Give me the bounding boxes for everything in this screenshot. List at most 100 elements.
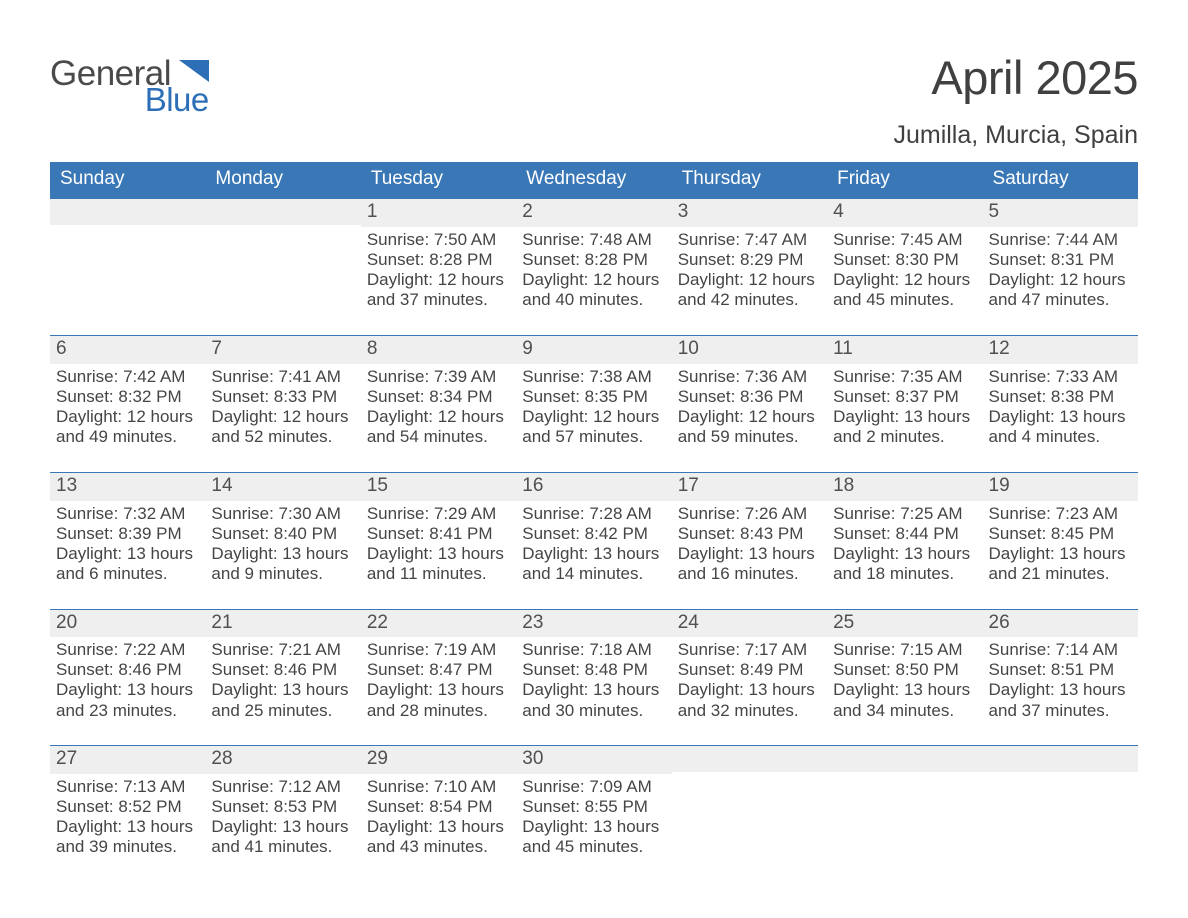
sunset-text: Sunset: 8:50 PM — [833, 660, 976, 680]
sunset-text: Sunset: 8:34 PM — [367, 387, 510, 407]
sunrise-text: Sunrise: 7:15 AM — [833, 640, 976, 660]
sunrise-text: Sunrise: 7:41 AM — [211, 367, 354, 387]
day-body: Sunrise: 7:41 AMSunset: 8:33 PMDaylight:… — [205, 364, 360, 472]
day-cell: 25Sunrise: 7:15 AMSunset: 8:50 PMDayligh… — [827, 610, 982, 746]
daylight-text: Daylight: 13 hours and 9 minutes. — [211, 544, 354, 584]
day-number — [672, 746, 827, 772]
day-body: Sunrise: 7:18 AMSunset: 8:48 PMDaylight:… — [516, 637, 671, 745]
daylight-text: Daylight: 13 hours and 25 minutes. — [211, 680, 354, 720]
sunrise-text: Sunrise: 7:26 AM — [678, 504, 821, 524]
week-row: 6Sunrise: 7:42 AMSunset: 8:32 PMDaylight… — [50, 335, 1138, 472]
sunset-text: Sunset: 8:28 PM — [522, 250, 665, 270]
location-subtitle: Jumilla, Murcia, Spain — [893, 120, 1138, 150]
week-row: 1Sunrise: 7:50 AMSunset: 8:28 PMDaylight… — [50, 199, 1138, 335]
sunrise-text: Sunrise: 7:10 AM — [367, 777, 510, 797]
day-body: Sunrise: 7:15 AMSunset: 8:50 PMDaylight:… — [827, 637, 982, 745]
week-row: 27Sunrise: 7:13 AMSunset: 8:52 PMDayligh… — [50, 745, 1138, 882]
daylight-text: Daylight: 13 hours and 16 minutes. — [678, 544, 821, 584]
day-body: Sunrise: 7:39 AMSunset: 8:34 PMDaylight:… — [361, 364, 516, 472]
day-number: 13 — [50, 473, 205, 501]
daylight-text: Daylight: 13 hours and 4 minutes. — [989, 407, 1132, 447]
sunrise-text: Sunrise: 7:32 AM — [56, 504, 199, 524]
day-number: 16 — [516, 473, 671, 501]
day-number — [50, 199, 205, 225]
weeks-container: 1Sunrise: 7:50 AMSunset: 8:28 PMDaylight… — [50, 199, 1138, 882]
daylight-text: Daylight: 13 hours and 39 minutes. — [56, 817, 199, 857]
day-body: Sunrise: 7:26 AMSunset: 8:43 PMDaylight:… — [672, 501, 827, 609]
day-cell: 13 Sunrise: 7:32 AMSunset: 8:39 PMDayligh… — [50, 473, 205, 609]
sunrise-text: Sunrise: 7:36 AM — [678, 367, 821, 387]
daylight-text: Daylight: 13 hours and 21 minutes. — [989, 544, 1132, 584]
day-body — [827, 772, 982, 880]
sunset-text: Sunset: 8:35 PM — [522, 387, 665, 407]
dow-tuesday: Tuesday — [361, 162, 516, 199]
day-cell: 4Sunrise: 7:45 AMSunset: 8:30 PMDaylight… — [827, 199, 982, 335]
day-body: Sunrise: 7:42 AMSunset: 8:32 PMDaylight:… — [50, 364, 205, 472]
dow-thursday: Thursday — [672, 162, 827, 199]
daylight-text: Daylight: 13 hours and 11 minutes. — [367, 544, 510, 584]
dow-friday: Friday — [827, 162, 982, 199]
sunrise-text: Sunrise: 7:45 AM — [833, 230, 976, 250]
sunrise-text: Sunrise: 7:33 AM — [989, 367, 1132, 387]
daylight-text: Daylight: 13 hours and 32 minutes. — [678, 680, 821, 720]
day-body: Sunrise: 7:12 AMSunset: 8:53 PMDaylight:… — [205, 774, 360, 882]
daylight-text: Daylight: 12 hours and 52 minutes. — [211, 407, 354, 447]
day-number: 9 — [516, 336, 671, 364]
daylight-text: Daylight: 13 hours and 37 minutes. — [989, 680, 1132, 720]
day-number: 29 — [361, 746, 516, 774]
day-number: 22 — [361, 610, 516, 638]
day-number: 21 — [205, 610, 360, 638]
sunset-text: Sunset: 8:52 PM — [56, 797, 199, 817]
day-body: Sunrise: 7:30 AMSunset: 8:40 PMDaylight:… — [205, 501, 360, 609]
day-number — [205, 199, 360, 225]
day-cell — [50, 199, 205, 335]
daylight-text: Daylight: 12 hours and 57 minutes. — [522, 407, 665, 447]
day-body: Sunrise: 7:29 AMSunset: 8:41 PMDaylight:… — [361, 501, 516, 609]
day-cell: 30Sunrise: 7:09 AMSunset: 8:55 PMDayligh… — [516, 746, 671, 882]
day-cell: 2Sunrise: 7:48 AMSunset: 8:28 PMDaylight… — [516, 199, 671, 335]
daylight-text: Daylight: 13 hours and 14 minutes. — [522, 544, 665, 584]
dow-sunday: Sunday — [50, 162, 205, 199]
day-body: Sunrise: 7:38 AMSunset: 8:35 PMDaylight:… — [516, 364, 671, 472]
day-number: 12 — [983, 336, 1138, 364]
logo-text: General Blue — [50, 56, 209, 116]
sunset-text: Sunset: 8:51 PM — [989, 660, 1132, 680]
day-body: Sunrise: 7:22 AMSunset: 8:46 PMDaylight:… — [50, 637, 205, 745]
day-number: 18 — [827, 473, 982, 501]
daylight-text: Daylight: 13 hours and 6 minutes. — [56, 544, 199, 584]
day-body: Sunrise: 7:45 AMSunset: 8:30 PMDaylight:… — [827, 227, 982, 335]
sunrise-text: Sunrise: 7:42 AM — [56, 367, 199, 387]
logo: General Blue — [50, 50, 209, 116]
day-cell — [827, 746, 982, 882]
day-cell: 11Sunrise: 7:35 AMSunset: 8:37 PMDayligh… — [827, 336, 982, 472]
day-cell — [983, 746, 1138, 882]
sunset-text: Sunset: 8:53 PM — [211, 797, 354, 817]
sunrise-text: Sunrise: 7:30 AM — [211, 504, 354, 524]
sunset-text: Sunset: 8:46 PM — [211, 660, 354, 680]
day-number: 1 — [361, 199, 516, 227]
day-number: 30 — [516, 746, 671, 774]
sunset-text: Sunset: 8:33 PM — [211, 387, 354, 407]
day-cell: 14Sunrise: 7:30 AMSunset: 8:40 PMDayligh… — [205, 473, 360, 609]
daylight-text: Daylight: 13 hours and 41 minutes. — [211, 817, 354, 857]
sunset-text: Sunset: 8:42 PM — [522, 524, 665, 544]
sunset-text: Sunset: 8:30 PM — [833, 250, 976, 270]
day-cell: 9Sunrise: 7:38 AMSunset: 8:35 PMDaylight… — [516, 336, 671, 472]
day-cell: 16Sunrise: 7:28 AMSunset: 8:42 PMDayligh… — [516, 473, 671, 609]
day-number: 19 — [983, 473, 1138, 501]
day-number: 10 — [672, 336, 827, 364]
day-cell — [205, 199, 360, 335]
sunset-text: Sunset: 8:29 PM — [678, 250, 821, 270]
day-number: 6 — [50, 336, 205, 364]
sunrise-text: Sunrise: 7:29 AM — [367, 504, 510, 524]
day-number: 17 — [672, 473, 827, 501]
title-block: April 2025 Jumilla, Murcia, Spain — [893, 50, 1138, 150]
day-number: 28 — [205, 746, 360, 774]
sunset-text: Sunset: 8:48 PM — [522, 660, 665, 680]
sunrise-text: Sunrise: 7:18 AM — [522, 640, 665, 660]
sunset-text: Sunset: 8:45 PM — [989, 524, 1132, 544]
day-body: Sunrise: 7:23 AMSunset: 8:45 PMDaylight:… — [983, 501, 1138, 609]
sunset-text: Sunset: 8:49 PM — [678, 660, 821, 680]
sunset-text: Sunset: 8:39 PM — [56, 524, 199, 544]
day-number: 8 — [361, 336, 516, 364]
